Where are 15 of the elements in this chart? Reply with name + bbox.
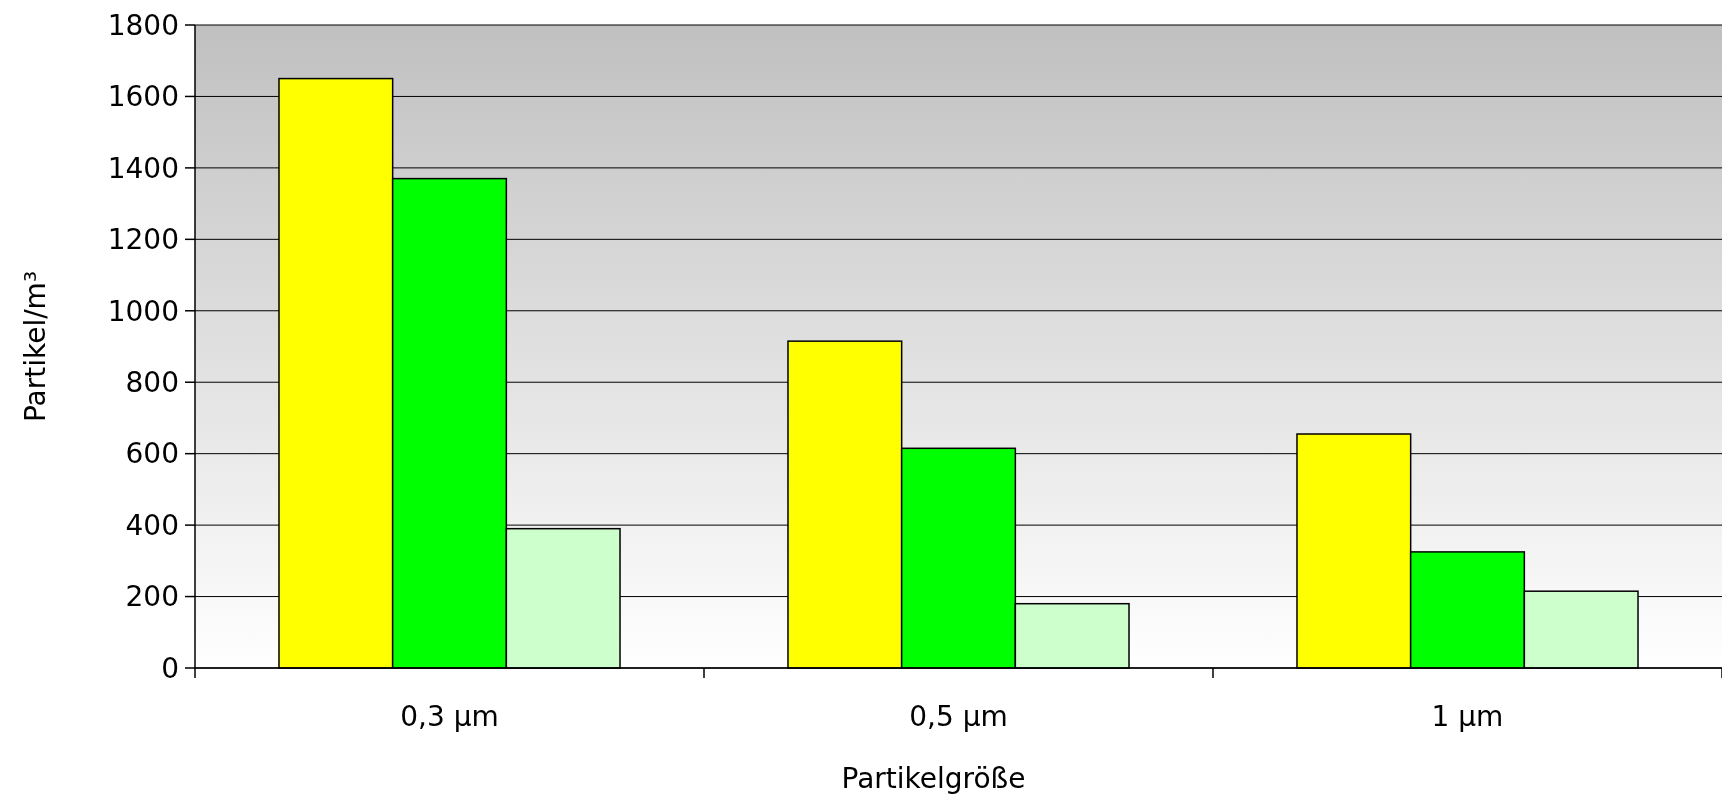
y-tick-label: 1600 [107, 80, 179, 114]
x-tick-label: 0,5 µm [909, 700, 1008, 733]
y-tick-label: 400 [125, 508, 179, 542]
y-tick-label: 0 [161, 651, 179, 685]
x-axis-title: Partikelgröße [841, 762, 1026, 795]
y-axis-title: Partikel/m³ [19, 270, 52, 423]
x-tick-label: 0,3 µm [400, 700, 499, 733]
y-tick-label: 800 [125, 366, 179, 400]
y-tick-label: 1200 [107, 223, 179, 257]
y-tick-label: 200 [125, 580, 179, 614]
y-tick-label: 1400 [107, 151, 179, 185]
y-tick-label: 1000 [107, 294, 179, 328]
y-tick-label: 1800 [107, 8, 179, 42]
y-tick-label: 600 [125, 437, 179, 471]
x-tick-label: 1 µm [1431, 700, 1504, 733]
